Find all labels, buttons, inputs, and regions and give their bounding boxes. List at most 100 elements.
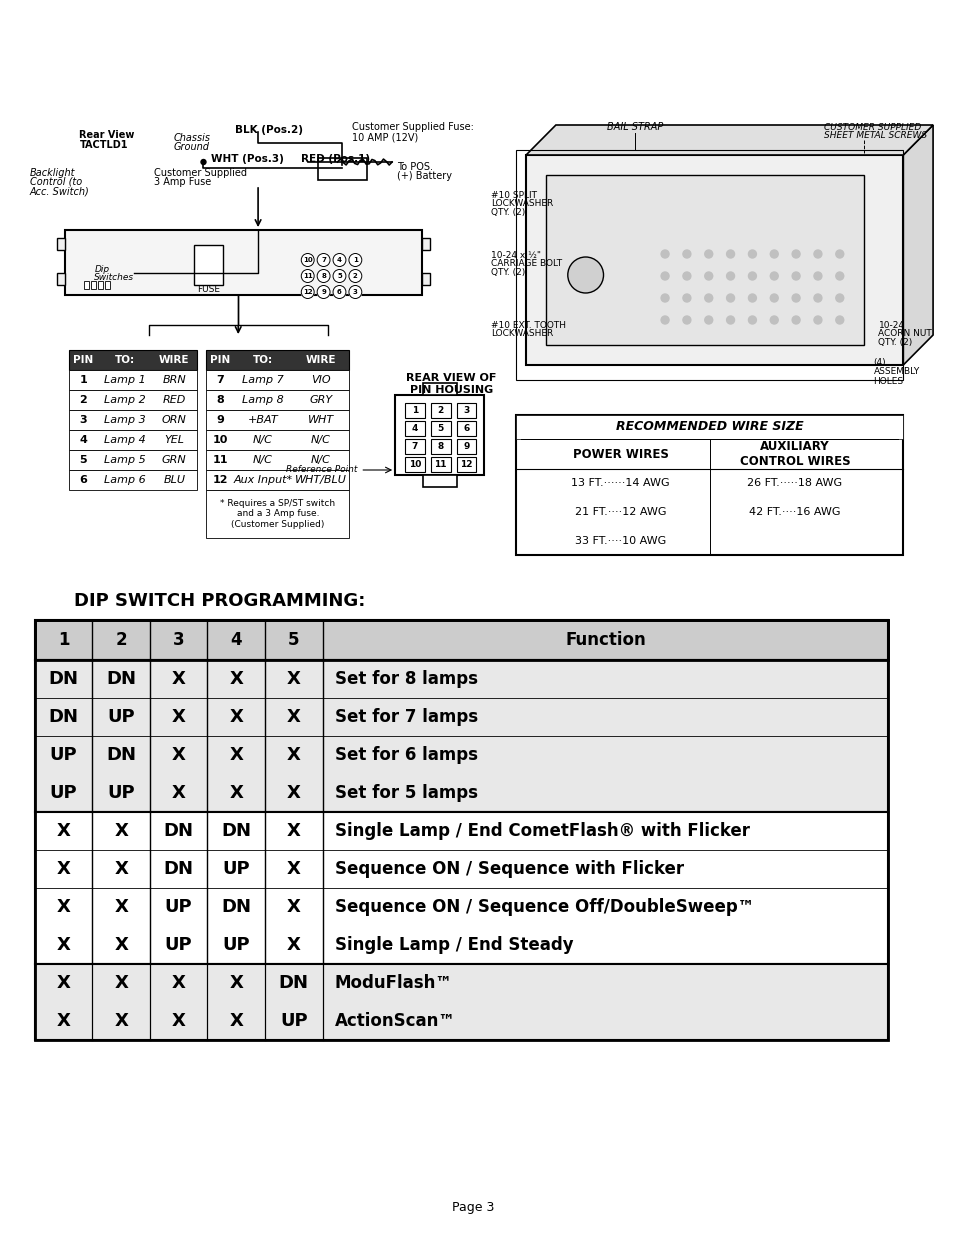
Text: UP: UP [222,860,250,878]
Polygon shape [902,125,932,366]
Text: X: X [287,746,300,764]
Text: DN: DN [164,823,193,840]
Bar [405,421,424,436]
Text: UP: UP [50,784,77,802]
Text: UP: UP [50,746,77,764]
Text: Sequence ON / Sequence Off/DoubleSweep™: Sequence ON / Sequence Off/DoubleSweep™ [335,898,753,916]
Bar [317,158,367,180]
Circle shape [682,249,690,258]
Text: TACTLD1: TACTLD1 [79,140,128,149]
Text: X: X [229,708,243,726]
Text: DN: DN [106,671,136,688]
Text: 6: 6 [79,475,88,485]
Bar [421,273,430,285]
Circle shape [704,272,712,280]
Bar [456,438,476,454]
Text: WIRE: WIRE [159,354,190,366]
Bar [431,403,450,417]
Text: (4): (4) [873,358,885,368]
Text: 7: 7 [321,257,326,263]
Text: Acc. Switch): Acc. Switch) [30,186,90,196]
Text: X: X [56,823,71,840]
Circle shape [769,316,778,324]
Text: 4: 4 [79,435,88,445]
Bar [34,965,887,1040]
Text: X: X [172,746,186,764]
Text: Lamp 6: Lamp 6 [104,475,145,485]
Text: 3: 3 [79,415,87,425]
Bar [70,430,196,450]
Text: TO:: TO: [114,354,134,366]
Text: Lamp 5: Lamp 5 [104,454,145,466]
Text: X: X [229,974,243,992]
Text: 4: 4 [336,257,341,263]
Text: 9: 9 [321,289,326,295]
Bar [34,659,887,811]
Text: #10 EXT. TOOTH: #10 EXT. TOOTH [491,321,566,330]
Circle shape [660,294,668,303]
Text: 1: 1 [79,375,87,385]
Text: UP: UP [222,936,250,953]
Circle shape [791,272,800,280]
Text: PIN: PIN [210,354,231,366]
Text: X: X [172,1011,186,1030]
Text: Ground: Ground [173,142,210,152]
Text: X: X [114,860,128,878]
Text: +BAT: +BAT [248,415,278,425]
Text: 6: 6 [463,424,469,433]
Text: GRN: GRN [162,454,187,466]
Bar [84,282,90,289]
Text: Page 3: Page 3 [452,1200,495,1214]
Text: 33 FT.····10 AWG: 33 FT.····10 AWG [575,536,665,546]
Text: 7: 7 [412,442,417,451]
Circle shape [301,253,314,267]
Text: RED: RED [162,395,186,405]
Text: Switches: Switches [94,273,134,283]
Bar [405,403,424,417]
Circle shape [835,272,842,280]
Text: Reference Point: Reference Point [286,466,357,474]
Text: 2: 2 [115,631,127,650]
Text: X: X [172,708,186,726]
Text: UP: UP [280,1011,307,1030]
Circle shape [301,269,314,283]
Circle shape [769,294,778,303]
Text: Rear View: Rear View [79,130,134,140]
Text: X: X [56,1011,71,1030]
Circle shape [813,294,821,303]
Text: X: X [287,823,300,840]
Text: X: X [229,671,243,688]
Text: X: X [172,671,186,688]
Circle shape [726,316,734,324]
Text: 1: 1 [353,257,357,263]
Text: X: X [287,860,300,878]
Text: Customer Supplied: Customer Supplied [153,168,247,178]
Text: 4: 4 [412,424,417,433]
Text: DN: DN [221,823,251,840]
Text: N/C: N/C [253,435,273,445]
Bar [206,350,349,370]
Circle shape [769,272,778,280]
Text: 3 Amp Fuse: 3 Amp Fuse [153,177,211,186]
Text: CUSTOMER SUPPLIED: CUSTOMER SUPPLIED [823,122,921,131]
Text: Lamp 4: Lamp 4 [104,435,145,445]
Text: 8: 8 [437,442,443,451]
Bar [56,273,65,285]
Text: X: X [287,898,300,916]
Circle shape [660,272,668,280]
Text: X: X [172,974,186,992]
Text: WIRE: WIRE [305,354,335,366]
Circle shape [333,269,346,283]
Bar [395,395,484,475]
Bar [65,230,421,295]
Circle shape [835,249,842,258]
Text: QTY. (2): QTY. (2) [491,268,525,278]
Text: 9: 9 [216,415,224,425]
Text: CARRIAGE BOLT: CARRIAGE BOLT [491,259,562,268]
Text: 3: 3 [172,631,184,650]
Text: 21 FT.····12 AWG: 21 FT.····12 AWG [575,508,666,517]
Text: X: X [56,860,71,878]
Text: BAIL STRAP: BAIL STRAP [606,122,662,132]
Text: X: X [114,936,128,953]
Circle shape [316,253,330,267]
